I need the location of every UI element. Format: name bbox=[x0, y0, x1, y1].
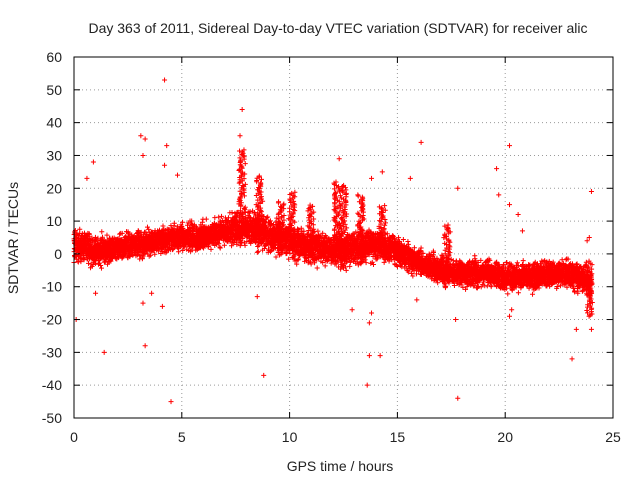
data-point bbox=[85, 260, 91, 266]
data-point bbox=[99, 234, 105, 240]
data-point bbox=[98, 262, 104, 268]
data-point bbox=[81, 257, 87, 263]
data-point bbox=[99, 229, 105, 235]
data-point bbox=[97, 260, 103, 266]
data-point bbox=[86, 231, 92, 237]
data-point bbox=[95, 235, 101, 241]
data-point bbox=[77, 226, 83, 232]
data-point bbox=[105, 261, 111, 267]
data-points bbox=[71, 77, 595, 405]
data-point bbox=[98, 265, 104, 271]
data-point bbox=[89, 235, 95, 241]
data-point bbox=[104, 232, 110, 238]
data-point bbox=[98, 237, 104, 243]
